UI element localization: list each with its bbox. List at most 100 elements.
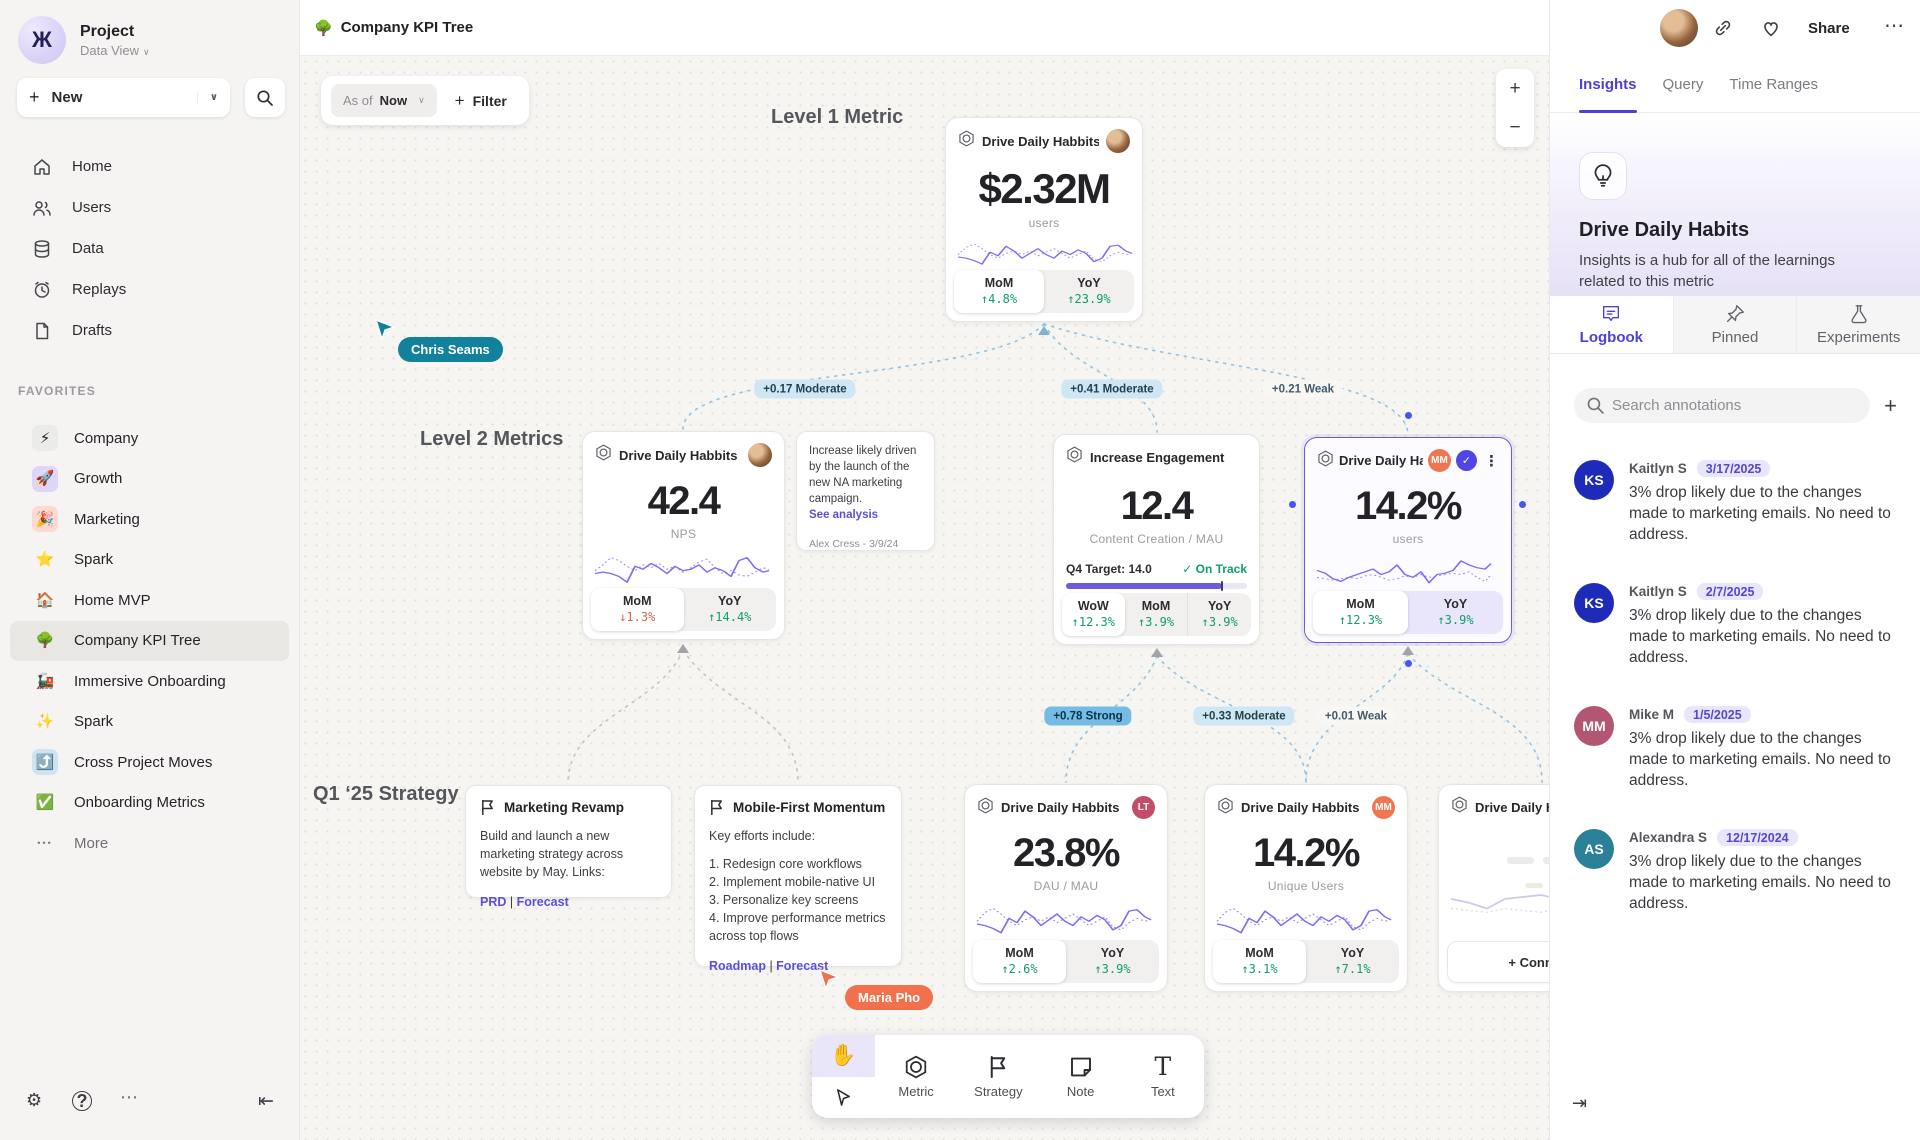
text-tool-button[interactable]: T Text [1122,1035,1204,1118]
metric-card-increase-engagement[interactable]: Increase Engagement 12.4 Content Creatio… [1053,434,1260,645]
share-button[interactable]: Share [1808,20,1850,37]
user-avatar[interactable] [1660,9,1698,47]
as-of-selector[interactable]: As of Now ∨ [331,84,437,117]
owner-avatar[interactable] [748,443,772,467]
yoy-stat[interactable]: YoY ↑23.9% [1067,276,1111,306]
sidebar-item-home-mvp[interactable]: 🏠 Home MVP [10,580,289,621]
sidebar-item-onboarding-metrics[interactable]: ✅ Onboarding Metrics [10,783,289,824]
new-dropdown-chevron-icon[interactable]: ∨ [196,92,218,103]
sidebar-item-company-kpi-tree[interactable]: 🌳 Company KPI Tree [10,620,289,661]
mom-stat[interactable]: MoM ↑3.9% [1137,599,1175,629]
tab-time-ranges[interactable]: Time Ranges [1729,75,1819,93]
new-button[interactable]: + New ∨ [17,78,230,117]
prd-link[interactable]: PRD [480,894,507,909]
roadmap-link[interactable]: Roadmap [709,959,766,974]
annotation-search-input[interactable] [1574,388,1871,423]
connection-handle[interactable] [1289,501,1296,508]
sidebar-item-marketing[interactable]: 🎉 Marketing [10,499,289,540]
collapse-panel-icon[interactable]: ⇥ [1572,1093,1588,1113]
stat-toggle: MoM ↑3.1% YoY ↑7.1% [1213,940,1399,983]
mom-stat[interactable]: MoM ↑4.8% [954,270,1044,313]
metric-card-partial[interactable]: Drive Daily Hab + Connect [1438,784,1549,992]
yoy-stat[interactable]: YoY ↑3.9% [1094,946,1131,976]
connect-button[interactable]: + Connect [1447,941,1549,983]
hand-tool-button[interactable]: ✋ [812,1035,875,1077]
annotation-item[interactable]: MM Mike M 1/5/2025 3% drop likely due to… [1574,706,1900,791]
mom-stat[interactable]: MoM ↓1.3% [591,588,684,631]
card-menu-icon[interactable]: ⋮ [1484,452,1499,470]
favorite-heart-icon[interactable] [1760,17,1782,39]
owner-badge[interactable]: MM [1372,796,1395,819]
connection-handle[interactable] [1519,501,1526,508]
strategy-card-mobile-first-momentum[interactable]: Mobile-First Momentum Key efforts includ… [694,785,902,973]
annotation-body: 3% drop likely due to the changes made t… [1629,607,1891,667]
more-menu-icon[interactable]: ⋯ [1884,15,1904,37]
sidebar-item-users[interactable]: Users [0,187,299,228]
sidebar-item-spark[interactable]: ⭐ Spark [10,540,289,581]
connection-handle[interactable] [1405,660,1412,667]
sidebar-search-button[interactable] [245,78,285,117]
sidebar-item-cross-project-moves[interactable]: ⤴️ Cross Project Moves [10,742,289,783]
yoy-stat[interactable]: YoY ↑3.9% [1437,597,1474,627]
sidebar-item-immersive-onboarding[interactable]: 🚂 Immersive Onboarding [10,661,289,702]
collaborator-cursor-maria [818,968,840,990]
annotation-avatar: KS [1574,460,1614,500]
subtab-logbook[interactable]: Logbook [1550,296,1673,353]
tab-insights[interactable]: Insights [1579,56,1637,113]
select-tool-button[interactable] [812,1077,875,1119]
connection-handle[interactable] [1405,412,1412,419]
sidebar-item-growth[interactable]: 🚀 Growth [10,459,289,500]
yoy-stat[interactable]: YoY ↑3.9% [1187,593,1251,636]
sidebar-item-company[interactable]: ⚡ Company [10,418,289,459]
annotation-item[interactable]: AS Alexandra S 12/17/2024 3% drop likely… [1574,829,1900,914]
owner-badge[interactable]: LT [1132,796,1155,819]
owner-avatar[interactable] [1106,129,1130,153]
add-filter-button[interactable]: + Filter [443,91,519,111]
wow-stat[interactable]: WoW ↑12.3% [1062,593,1125,636]
kpi-canvas[interactable]: As of Now ∨ + Filter + − Level 1 Metric … [300,56,1549,1140]
yoy-stat[interactable]: YoY ↑14.4% [708,594,752,624]
zoom-out-button[interactable]: − [1509,116,1521,138]
sidebar-item-data[interactable]: Data [0,228,299,269]
metric-card-drive-daily-habbits-selected[interactable]: Drive Daily Habb.. MM ✓ ⋮ 14.2% users Mo… [1304,437,1512,643]
yoy-stat[interactable]: YoY ↑7.1% [1334,946,1371,976]
sidebar-item-spark-2[interactable]: ✨ Spark [10,702,289,743]
sparkline-chart [1450,894,1549,914]
tab-query[interactable]: Query [1662,75,1704,93]
project-switcher[interactable]: Ж Project Data View ∨ [18,16,150,64]
mom-stat[interactable]: MoM ↑2.6% [973,940,1066,983]
mom-stat[interactable]: MoM ↑3.1% [1213,940,1306,983]
forecast-link[interactable]: Forecast [776,959,829,974]
add-annotation-button[interactable]: + [1884,392,1897,418]
metric-hexagon-icon [905,1055,927,1078]
annotation-item[interactable]: KS Kaitlyn S 2/7/2025 3% drop likely due… [1574,583,1900,668]
sidebar-item-replays[interactable]: Replays [0,269,299,310]
metric-card-drive-daily-habbits-dau[interactable]: Drive Daily Habbits LT 23.8% DAU / MAU M… [964,784,1168,992]
mom-stat[interactable]: MoM ↑12.3% [1313,591,1408,634]
help-icon[interactable]: ? [72,1091,92,1111]
annotation-item[interactable]: KS Kaitlyn S 3/17/2025 3% drop likely du… [1574,460,1900,545]
sidebar-item-home[interactable]: Home [0,146,299,187]
see-analysis-link[interactable]: See analysis [809,509,879,522]
strategy-card-marketing-revamp[interactable]: Marketing Revamp Build and launch a new … [465,785,672,909]
settings-gear-icon[interactable]: ⚙ [26,1090,43,1110]
metric-tool-button[interactable]: Metric [875,1035,957,1118]
subtab-pinned[interactable]: Pinned [1672,296,1797,353]
edge-weight-label: +0.17 Moderate [754,379,856,399]
sidebar-item-more[interactable]: ••• More [10,823,289,864]
sidebar-item-drafts[interactable]: Drafts [0,310,299,351]
forecast-link[interactable]: Forecast [516,894,569,909]
project-view[interactable]: Data View ∨ [80,42,150,58]
metric-card-drive-daily-habbits-nps[interactable]: Drive Daily Habbits 42.4 NPS MoM ↓1.3% Yo… [582,431,785,640]
strategy-tool-button[interactable]: Strategy [957,1035,1039,1118]
metric-card-drive-daily-habbits-l1[interactable]: Drive Daily Habbits $2.32M users MoM ↑4.8… [945,117,1143,322]
copy-link-icon[interactable] [1712,17,1734,39]
sidebar-more-icon[interactable]: ⋯ [120,1087,140,1107]
owner-badge[interactable]: MM [1428,449,1451,472]
subtab-experiments[interactable]: Experiments [1796,296,1920,353]
zoom-in-button[interactable]: + [1509,77,1521,99]
note-tool-button[interactable]: Note [1040,1035,1122,1118]
collapse-sidebar-icon[interactable]: ⇤ [258,1091,274,1112]
note-card[interactable]: Increase likely driven by the launch of … [796,431,935,551]
metric-card-drive-daily-habbits-unique[interactable]: Drive Daily Habbits MM 14.2% Unique User… [1204,784,1408,992]
